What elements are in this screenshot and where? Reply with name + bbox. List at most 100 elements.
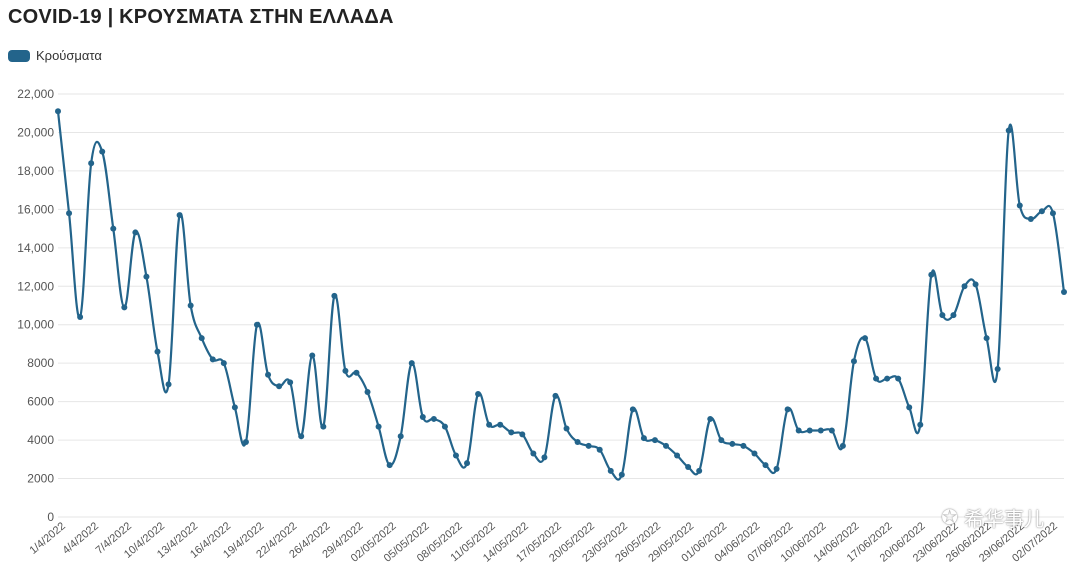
- data-point: [452, 452, 459, 459]
- data-point: [817, 427, 824, 434]
- data-point: [441, 423, 448, 430]
- watermark-text: 希华事儿: [964, 509, 1044, 531]
- data-point: [795, 427, 802, 434]
- data-point: [839, 442, 846, 449]
- data-point: [850, 358, 857, 365]
- data-point: [618, 471, 625, 478]
- data-point: [718, 437, 725, 444]
- data-point: [77, 314, 84, 321]
- data-point: [430, 415, 437, 422]
- data-point: [475, 390, 482, 397]
- data-point: [66, 210, 73, 217]
- data-point: [1027, 215, 1034, 222]
- data-point: [607, 467, 614, 474]
- data-point: [1049, 210, 1056, 217]
- data-point: [508, 429, 515, 436]
- data-point: [276, 383, 283, 390]
- data-point: [464, 460, 471, 467]
- data-point: [320, 423, 327, 430]
- data-point: [629, 406, 636, 413]
- data-point: [342, 367, 349, 374]
- data-point: [873, 375, 880, 382]
- watermark: ✪ 希华事儿: [941, 503, 1044, 532]
- data-point: [1061, 289, 1067, 296]
- data-point: [397, 433, 404, 440]
- data-point: [265, 371, 272, 378]
- data-point: [674, 452, 681, 459]
- data-point: [685, 464, 692, 471]
- y-tick-label: 12,000: [17, 279, 54, 293]
- data-point: [88, 160, 95, 167]
- data-point: [353, 369, 360, 376]
- data-point: [640, 435, 647, 442]
- data-point: [740, 442, 747, 449]
- data-point: [663, 442, 670, 449]
- legend-swatch: [8, 49, 30, 62]
- data-point: [994, 365, 1001, 372]
- data-point: [651, 437, 658, 444]
- data-point: [209, 356, 216, 363]
- data-point: [1016, 202, 1023, 209]
- data-point: [928, 271, 935, 278]
- y-tick-label: 0: [47, 510, 54, 524]
- data-point: [541, 454, 548, 461]
- data-point: [762, 462, 769, 469]
- data-point: [220, 360, 227, 367]
- data-point: [751, 450, 758, 457]
- data-point: [497, 421, 504, 428]
- data-point: [309, 352, 316, 359]
- data-point: [55, 108, 61, 115]
- legend-label: Κρούσματα: [36, 48, 102, 63]
- data-point: [585, 442, 592, 449]
- data-point: [806, 427, 813, 434]
- data-point: [298, 433, 305, 440]
- legend[interactable]: Κρούσματα: [8, 48, 102, 63]
- y-tick-label: 4000: [27, 433, 54, 447]
- data-point: [253, 321, 260, 328]
- data-point: [696, 467, 703, 474]
- data-point: [828, 427, 835, 434]
- y-tick-label: 14,000: [17, 241, 54, 255]
- data-point: [386, 462, 393, 469]
- y-tick-label: 18,000: [17, 164, 54, 178]
- data-point: [773, 465, 780, 472]
- data-point: [917, 421, 924, 428]
- data-point: [154, 348, 161, 355]
- wechat-icon: ✪: [941, 507, 958, 529]
- chart-title: COVID-19 | ΚΡΟΥΣΜΑΤΑ ΣΤΗΝ ΕΛΛΑΔΑ: [8, 6, 394, 28]
- data-point: [884, 375, 891, 382]
- data-point: [895, 375, 902, 382]
- data-point: [287, 379, 294, 386]
- data-point: [132, 229, 139, 236]
- y-tick-label: 16,000: [17, 202, 54, 216]
- data-point: [486, 421, 493, 428]
- data-point: [176, 212, 183, 219]
- data-point: [231, 404, 238, 411]
- data-point: [408, 360, 415, 367]
- data-point: [530, 450, 537, 457]
- data-point: [707, 415, 714, 422]
- data-point: [972, 281, 979, 288]
- data-point: [99, 148, 106, 155]
- y-tick-label: 2000: [27, 472, 54, 486]
- y-tick-label: 22,000: [17, 87, 54, 101]
- data-point: [574, 439, 581, 446]
- data-point: [983, 335, 990, 342]
- data-point: [419, 414, 426, 421]
- data-point: [906, 404, 913, 411]
- data-point: [563, 425, 570, 432]
- data-point: [121, 304, 128, 311]
- data-point: [950, 312, 957, 319]
- data-point: [187, 302, 194, 309]
- data-point: [110, 225, 117, 232]
- data-point: [242, 439, 249, 446]
- data-point: [519, 431, 526, 438]
- series-line: [56, 111, 1066, 481]
- data-point: [364, 389, 371, 396]
- data-point: [375, 423, 382, 430]
- data-point: [784, 406, 791, 413]
- data-point: [862, 335, 869, 342]
- data-point: [143, 273, 150, 280]
- data-point: [552, 392, 559, 399]
